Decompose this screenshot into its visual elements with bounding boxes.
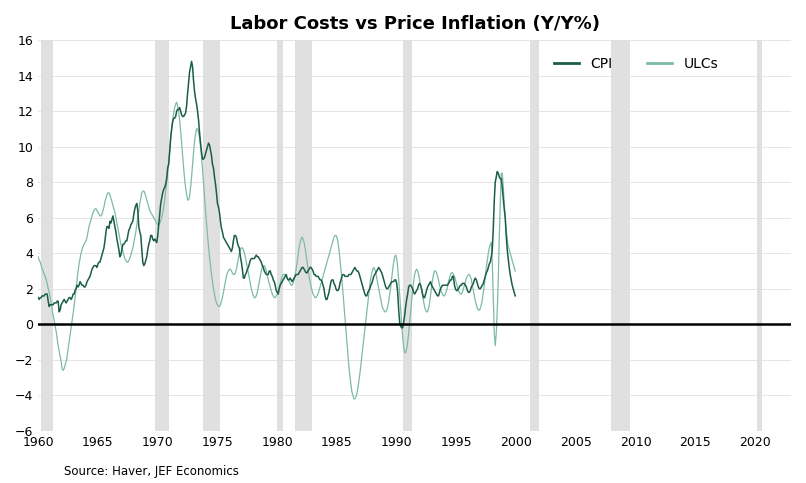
Legend: CPI, ULCs: CPI, ULCs — [549, 51, 724, 76]
Bar — [155, 40, 168, 431]
Bar — [202, 40, 221, 431]
Bar — [757, 40, 762, 431]
Bar — [295, 40, 312, 431]
Bar — [403, 40, 412, 431]
Title: Labor Costs vs Price Inflation (Y/Y%): Labor Costs vs Price Inflation (Y/Y%) — [230, 15, 600, 33]
Bar — [277, 40, 283, 431]
Bar — [41, 40, 53, 431]
Text: Source: Haver, JEF Economics: Source: Haver, JEF Economics — [64, 465, 239, 478]
Bar — [530, 40, 539, 431]
Bar — [611, 40, 629, 431]
